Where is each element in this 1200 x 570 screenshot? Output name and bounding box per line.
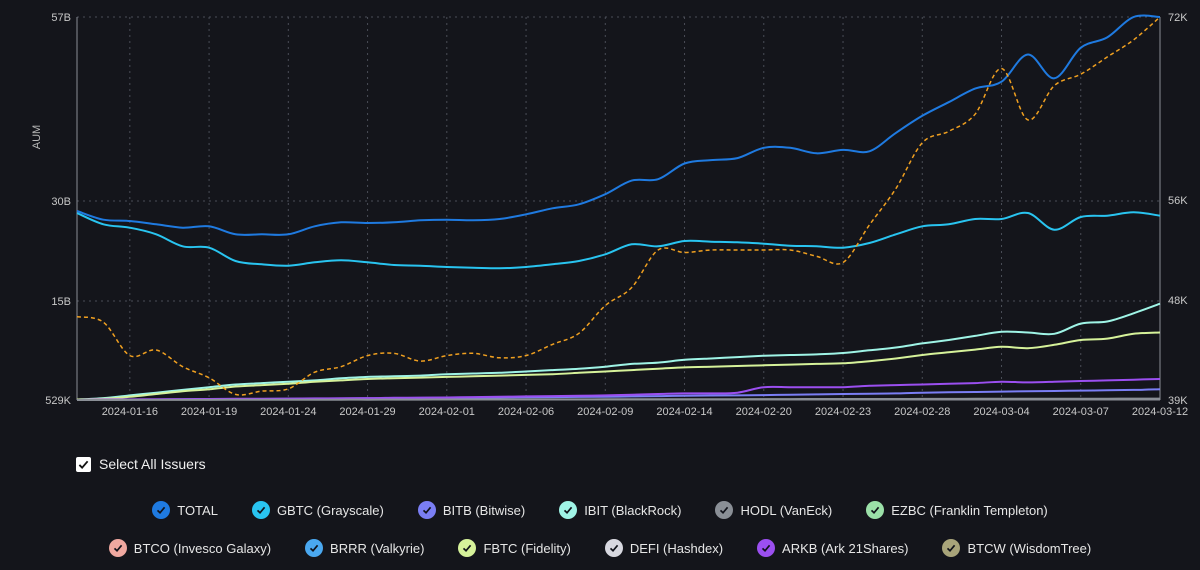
legend-label: HODL (VanEck)	[740, 502, 833, 518]
legend-item-hodl-vaneck[interactable]: HODL (VanEck)	[715, 501, 832, 519]
legend-label: GBTC (Grayscale)	[276, 502, 384, 518]
y-right-tick-label: 48K	[1168, 295, 1188, 307]
legend-label: IBIT (BlackRock)	[584, 502, 682, 518]
select-all-label: Select All Issuers	[99, 456, 206, 472]
series-line-ibit-blackrock	[76, 302, 1161, 401]
x-tick-label: 2024-02-01	[419, 406, 475, 418]
checkmark-icon	[152, 501, 171, 519]
x-tick-label: 2024-02-28	[894, 406, 950, 418]
select-all-checkbox[interactable]: Select All Issuers	[76, 456, 206, 472]
legend-label: FBTC (Fidelity)	[483, 540, 571, 556]
y-left-tick-label: 57B	[51, 12, 71, 24]
legend-item-gbtc-grayscale[interactable]: GBTC (Grayscale)	[251, 501, 384, 519]
y-right-tick-label: 72K	[1168, 12, 1188, 24]
grid-lines	[77, 16, 1161, 401]
legend-label: BTCW (WisdomTree)	[967, 540, 1092, 556]
checkmark-icon	[108, 539, 127, 557]
legend-item-total[interactable]: TOTAL	[152, 501, 218, 519]
y-axis-label: AUM	[31, 125, 43, 149]
checkmark-icon	[251, 501, 270, 519]
x-tick-label: 2024-02-20	[736, 406, 792, 418]
legend-label: BITB (Bitwise)	[442, 502, 526, 518]
axes: 2024-01-16 2024-01-19 2024-01-24 2024-01-29…	[45, 12, 1188, 418]
series-line-gbtc-grayscale	[76, 211, 1161, 270]
x-tick-label: 2024-02-14	[656, 406, 712, 418]
y-left-tick-label: 30B	[51, 196, 71, 208]
legend-label: DEFI (Hashdex)	[629, 540, 724, 556]
legend-label: EZBC (Franklin Templeton)	[891, 502, 1048, 518]
x-tick-label: 2024-01-24	[260, 406, 316, 418]
series-line-fbtc-fidelity	[76, 331, 1161, 401]
checkmark-icon	[757, 539, 776, 557]
checkmark-icon	[715, 501, 734, 519]
x-tick-label: 2024-02-06	[498, 406, 554, 418]
checkmark-icon	[866, 501, 885, 519]
x-tick-label: 2024-03-12	[1132, 406, 1188, 418]
series-line-hodl-vaneck	[77, 397, 1160, 401]
y-left-tick-label: 529K	[45, 395, 71, 407]
y-left-tick-label: 15B	[51, 296, 71, 308]
aum-chart: 2024-01-16 2024-01-19 2024-01-24 2024-01-29…	[31, 12, 1188, 418]
legend-item-btcw-wisdomtree[interactable]: BTCW (WisdomTree)	[942, 539, 1091, 557]
checkmark-icon	[305, 539, 324, 557]
y-right-tick-label: 56K	[1168, 195, 1188, 207]
series-line-btc-price	[76, 16, 1161, 396]
x-tick-label: 2024-01-19	[181, 406, 237, 418]
y-right-tick-label: 39K	[1168, 395, 1188, 407]
legend-label: TOTAL	[177, 502, 218, 518]
legend-label: ARKB (Ark 21Shares)	[782, 540, 909, 556]
x-tick-label: 2024-03-04	[973, 406, 1029, 418]
x-tick-label: 2024-01-29	[339, 406, 395, 418]
checkmark-icon	[604, 539, 623, 557]
legend-item-bitb-bitwise[interactable]: BITB (Bitwise)	[417, 501, 526, 519]
legend-item-arkb-ark-21shares[interactable]: ARKB (Ark 21Shares)	[757, 539, 908, 557]
series-line-total	[76, 14, 1161, 236]
legend-item-btco-invesco-galaxy[interactable]: BTCO (Invesco Galaxy)	[108, 539, 272, 557]
legend-item-ezbc-franklin-templeton[interactable]: EZBC (Franklin Templeton)	[866, 501, 1048, 519]
legend-item-brrr-valkyrie[interactable]: BRRR (Valkyrie)	[305, 539, 424, 557]
checkmark-icon	[458, 539, 477, 557]
legend-row-1: TOTAL GBTC (Grayscale) BITB (Bitwise) IBIT …	[0, 501, 1200, 519]
series-line-arkb-ark-21shares	[76, 378, 1161, 401]
x-tick-label: 2024-02-23	[815, 406, 871, 418]
legend-label: BTCO (Invesco Galaxy)	[133, 540, 272, 556]
x-tick-label: 2024-03-07	[1053, 406, 1109, 418]
checkmark-icon	[942, 539, 961, 557]
legend-row-2: BTCO (Invesco Galaxy) BRRR (Valkyrie) FBTC…	[0, 539, 1200, 557]
checkmark-icon	[417, 501, 436, 519]
checkbox-checked-icon	[76, 456, 91, 472]
legend-item-ibit-blackrock[interactable]: IBIT (BlackRock)	[559, 501, 681, 519]
series-lines	[76, 14, 1161, 401]
legend-item-defi-hashdex[interactable]: DEFI (Hashdex)	[604, 539, 724, 557]
x-tick-label: 2024-02-09	[577, 406, 633, 418]
x-tick-label: 2024-01-16	[102, 406, 158, 418]
legend-label: BRRR (Valkyrie)	[330, 540, 425, 556]
checkmark-icon	[559, 501, 578, 519]
legend-item-fbtc-fidelity[interactable]: FBTC (Fidelity)	[458, 539, 571, 557]
